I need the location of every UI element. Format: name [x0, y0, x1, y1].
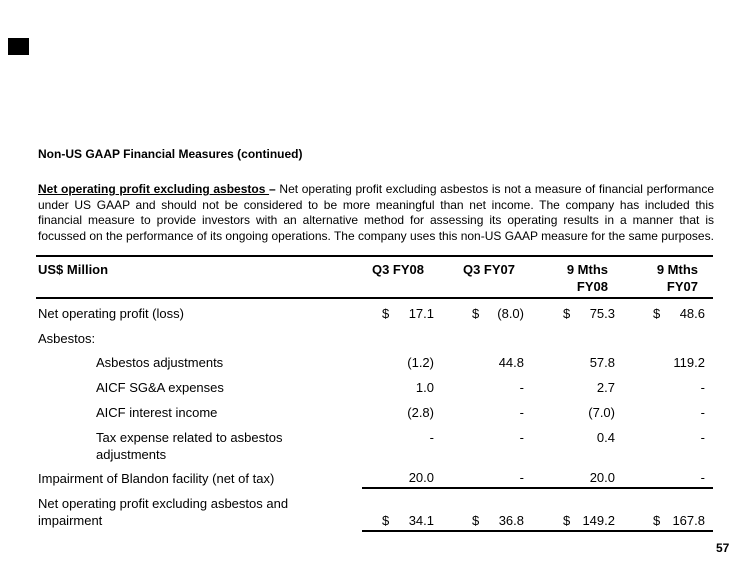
column-header-q3fy08: Q3 FY08	[344, 261, 424, 278]
currency-symbol: $	[563, 306, 571, 321]
table-unit-label: US$ Million	[38, 262, 109, 277]
table-total-rule	[362, 530, 713, 532]
cell-value: $17.1	[382, 305, 434, 322]
table-subtotal-rule	[362, 487, 713, 489]
currency-symbol: $	[653, 306, 661, 321]
cell-value: $36.8	[472, 512, 524, 529]
amount: -	[700, 470, 705, 485]
amount: -	[519, 380, 524, 395]
amount: -	[519, 430, 524, 445]
cell-value: -	[472, 469, 524, 486]
amount: 167.8	[672, 513, 705, 528]
cell-value: $75.3	[563, 305, 615, 322]
cell-value: -	[653, 379, 705, 396]
column-header-line1: 9 Mths	[656, 262, 698, 277]
amount: (7.0)	[588, 405, 615, 420]
amount: 34.1	[408, 513, 434, 528]
cell-value: $149.2	[563, 512, 615, 529]
cell-value: $48.6	[653, 305, 705, 322]
table-header-rule	[36, 297, 713, 299]
cell-value: 1.0	[382, 379, 434, 396]
amount: 1.0	[415, 380, 434, 395]
cell-value: $ (8.0)	[472, 305, 524, 322]
intro-paragraph: Net operating profit excluding asbestos …	[38, 182, 714, 244]
currency-symbol: $	[382, 306, 390, 321]
amount: (8.0)	[497, 306, 524, 321]
row-label-aicf-interest-income: AICF interest income	[96, 405, 218, 420]
row-label-asbestos-group: Asbestos:	[38, 331, 96, 346]
amount: 44.8	[498, 355, 524, 370]
currency-symbol: $	[653, 513, 661, 528]
amount: 20.0	[589, 470, 615, 485]
row-label-impairment-blandon: Impairment of Blandon facility (net of t…	[38, 471, 275, 486]
amount: -	[700, 430, 705, 445]
cell-value: 57.8	[563, 354, 615, 371]
amount: 0.4	[596, 430, 615, 445]
cell-value: 2.7	[563, 379, 615, 396]
amount: -	[700, 380, 705, 395]
amount: -	[429, 430, 434, 445]
currency-symbol: $	[472, 306, 480, 321]
amount: 17.1	[408, 306, 434, 321]
cell-value: 20.0	[563, 469, 615, 486]
row-label-net-operating-profit: Net operating profit (loss)	[38, 306, 184, 321]
amount: -	[700, 405, 705, 420]
logo-block	[8, 38, 29, 55]
row-label-net-profit-excl-asbestos: Net operating profit excluding asbestos …	[38, 496, 289, 528]
column-header-line2: FY07	[666, 279, 698, 294]
cell-value: (2.8)	[382, 404, 434, 421]
amount: 2.7	[596, 380, 615, 395]
column-header-line1: Q3 FY08	[371, 262, 424, 277]
row-label-asbestos-adjustments: Asbestos adjustments	[96, 355, 224, 370]
cell-value: (1.2)	[382, 354, 434, 371]
page-number: 57	[716, 541, 730, 555]
cell-value: 0.4	[563, 429, 615, 446]
cell-value: $34.1	[382, 512, 434, 529]
amount: -	[519, 470, 524, 485]
amount: 48.6	[679, 306, 705, 321]
cell-value: -	[653, 404, 705, 421]
amount: (1.2)	[407, 355, 434, 370]
column-header-9mths-fy08: 9 Mths FY08	[528, 261, 608, 295]
section-heading: Non-US GAAP Financial Measures (continue…	[38, 147, 303, 161]
row-label-tax-expense-asbestos: Tax expense related to asbestos adjustme…	[96, 430, 283, 462]
amount: (2.8)	[407, 405, 434, 420]
amount: 75.3	[589, 306, 615, 321]
cell-value: $167.8	[653, 512, 705, 529]
amount: 20.0	[408, 470, 434, 485]
table-top-rule	[36, 255, 713, 257]
amount: 149.2	[582, 513, 615, 528]
row-label-aicf-sga-expenses: AICF SG&A expenses	[96, 380, 224, 395]
cell-value: -	[472, 404, 524, 421]
column-header-line2: FY08	[576, 279, 608, 294]
cell-value: -	[653, 469, 705, 486]
currency-symbol: $	[382, 513, 390, 528]
column-header-q3fy07: Q3 FY07	[435, 261, 515, 278]
cell-value: 20.0	[382, 469, 434, 486]
currency-symbol: $	[472, 513, 480, 528]
cell-value: (7.0)	[563, 404, 615, 421]
cell-value: 44.8	[472, 354, 524, 371]
cell-value: 119.2	[653, 354, 705, 371]
amount: 57.8	[589, 355, 615, 370]
amount: 119.2	[673, 355, 705, 370]
cell-value: -	[472, 379, 524, 396]
column-header-line1: 9 Mths	[566, 262, 608, 277]
currency-symbol: $	[563, 513, 571, 528]
amount: -	[519, 405, 524, 420]
paragraph-body: Net operating profit excluding asbestos …	[38, 182, 714, 243]
paragraph-dash: –	[269, 182, 276, 196]
cell-value: -	[382, 429, 434, 446]
cell-value: -	[653, 429, 705, 446]
cell-value: -	[472, 429, 524, 446]
column-header-9mths-fy07: 9 Mths FY07	[618, 261, 698, 295]
paragraph-lead: Net operating profit excluding asbestos	[38, 182, 270, 196]
column-header-line1: Q3 FY07	[462, 262, 515, 277]
amount: 36.8	[498, 513, 524, 528]
